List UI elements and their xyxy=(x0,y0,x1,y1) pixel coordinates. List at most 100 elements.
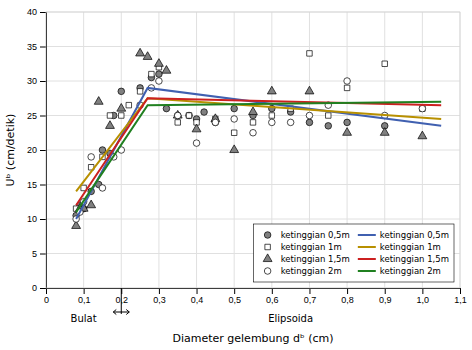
scatter-point xyxy=(94,97,103,105)
legend: ketinggian 0,5m ketinggian 1m ketinggian 1… xyxy=(254,224,454,282)
y-tick: 10 xyxy=(27,214,46,224)
y-tick: 25 xyxy=(27,111,46,121)
scatter-point xyxy=(250,129,257,136)
y-tick-mark xyxy=(40,116,46,117)
legend-item: ketinggian 2m xyxy=(264,266,341,276)
scatter-point xyxy=(201,109,208,116)
y-tick-mark xyxy=(40,288,46,289)
x-tick-label: 0,4 xyxy=(191,295,204,305)
y-tick: 0 xyxy=(32,283,46,293)
y-tick-label: 40 xyxy=(27,7,37,17)
scatter-point xyxy=(212,119,219,126)
trend-line xyxy=(76,88,441,219)
legend-label: ketinggian 1,5m xyxy=(281,254,350,264)
scatter-point xyxy=(306,112,313,119)
y-tick-label: 25 xyxy=(27,111,37,121)
y-axis-title: Uᵇ (cm/detik) xyxy=(4,114,17,187)
x-tick-label: 1,1 xyxy=(454,295,467,305)
scatter-point xyxy=(137,89,142,94)
y-axis: 0510152025303540 xyxy=(27,7,47,293)
scatter-point xyxy=(107,113,112,118)
x-tick-label: 0,8 xyxy=(341,295,354,305)
scatter-point xyxy=(174,112,181,119)
legend-item: ketinggian 1,5m xyxy=(263,254,350,264)
scatter-point xyxy=(88,154,95,161)
region-divider xyxy=(121,288,122,314)
scatter-point xyxy=(307,51,312,56)
y-tick-label: 5 xyxy=(32,249,37,259)
scatter-point xyxy=(186,112,193,119)
legend-item: ketinggian 1m xyxy=(358,242,441,252)
grid xyxy=(46,12,460,288)
x-tick: 0,2 xyxy=(116,288,129,305)
scatter-point xyxy=(143,52,152,60)
scatter-point xyxy=(231,130,236,135)
legend-swatch xyxy=(358,258,376,260)
x-tick-mark xyxy=(272,288,273,294)
scatter-point xyxy=(344,85,349,90)
x-tick: 0,5 xyxy=(228,288,241,305)
scatter-point xyxy=(420,106,425,111)
x-tick-label: 0,5 xyxy=(228,295,241,305)
scatter-point xyxy=(174,112,181,119)
scatter-point xyxy=(344,78,351,85)
x-tick-mark xyxy=(234,288,235,294)
y-tick: 30 xyxy=(27,76,46,86)
scatter-point xyxy=(118,88,125,95)
scatter-point xyxy=(119,113,124,118)
x-tick-mark xyxy=(347,288,348,294)
legend-label: ketinggian 0,5m xyxy=(281,230,350,240)
scatter-point xyxy=(186,113,191,118)
x-tick-label: 1,0 xyxy=(417,295,430,305)
region-arrow xyxy=(113,310,129,315)
legend-swatch xyxy=(265,244,270,249)
y-tick-mark xyxy=(40,185,46,186)
y-tick-mark xyxy=(40,219,46,220)
scatter-point xyxy=(154,59,163,67)
legend-label: ketinggian 1m xyxy=(281,242,342,252)
x-tick-label: 0,6 xyxy=(266,295,279,305)
grid-line-y xyxy=(46,184,460,185)
plot-frame xyxy=(46,12,460,288)
x-tick-label: 0,3 xyxy=(153,295,166,305)
scatter-point xyxy=(99,147,106,154)
scatter-point xyxy=(418,131,427,139)
x-tick: 0,8 xyxy=(341,288,354,305)
y-tick-label: 0 xyxy=(32,283,37,293)
legend-swatch xyxy=(263,254,272,262)
scatter-point xyxy=(231,105,238,112)
legend-swatch xyxy=(264,268,271,275)
legend-label: ketinggian 2m xyxy=(281,266,342,276)
legend-item: ketinggian 0,5m xyxy=(264,230,349,240)
y-tick: 5 xyxy=(32,249,46,259)
x-tick: 0,7 xyxy=(304,288,317,305)
scatter-point xyxy=(269,119,276,126)
x-tick: 0,6 xyxy=(266,288,279,305)
scatter-point xyxy=(267,86,276,94)
legend-frame xyxy=(254,224,454,282)
plot: 00,10,20,30,40,50,60,70,80,91,01,1051015… xyxy=(4,7,467,345)
scatter-point xyxy=(192,124,201,132)
scatter-point xyxy=(136,48,145,56)
legend-label: ketinggian 1,5m xyxy=(380,254,449,264)
scatter-point xyxy=(126,102,131,107)
scatter-point xyxy=(382,61,387,66)
scatter-point xyxy=(230,145,239,153)
scatter-point xyxy=(343,128,352,136)
x-tick-label: 0,7 xyxy=(304,295,317,305)
x-axis: 00,10,20,30,40,50,60,70,80,91,01,1 xyxy=(44,288,467,305)
scatter-point xyxy=(325,123,332,130)
grid-line-y xyxy=(46,219,460,220)
scatter-point xyxy=(162,66,171,74)
scatter-point xyxy=(306,119,313,126)
legend-swatch xyxy=(264,232,271,239)
y-tick-mark xyxy=(40,81,46,82)
x-tick-label: 0 xyxy=(44,295,49,305)
x-tick-label: 0,1 xyxy=(78,295,91,305)
scatter-point xyxy=(175,120,180,125)
y-tick: 35 xyxy=(27,42,46,52)
scatter-point xyxy=(380,128,389,136)
scatter-point xyxy=(156,78,163,85)
legend-swatch xyxy=(358,234,376,236)
y-tick-label: 35 xyxy=(27,42,37,52)
